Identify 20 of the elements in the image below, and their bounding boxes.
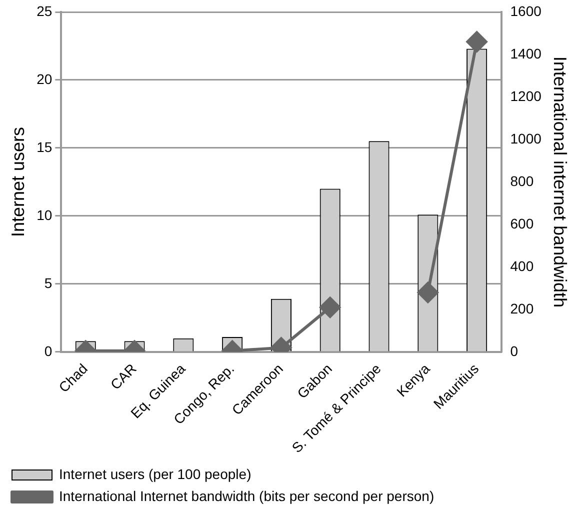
y2-tick-label: 1200 — [510, 88, 542, 104]
y2-tick-label: 600 — [510, 215, 534, 232]
y2-tick-label: 400 — [510, 258, 534, 274]
y2-tick-label: 0 — [510, 342, 518, 359]
y-tick-label: 20 — [36, 70, 52, 87]
y2-tick-label: 1000 — [510, 130, 542, 146]
y-tick-label: 10 — [36, 206, 52, 223]
y-tick-label: 15 — [36, 138, 52, 155]
legend-label: International Internet bandwidth (bits per second per person) — [59, 488, 434, 504]
y2-tick-label: 800 — [510, 172, 534, 189]
y-axis-title: Internet users — [8, 126, 28, 237]
y2-tick-label: 200 — [510, 300, 534, 316]
legend-label: Internet users (per 100 people) — [59, 466, 252, 482]
y2-axis-title: International internet bandwidth — [550, 56, 570, 308]
y-tick-label: 25 — [36, 2, 52, 19]
y-tick-label: 0 — [44, 342, 52, 359]
y2-tick-label: 1600 — [510, 2, 542, 19]
y-tick-label: 5 — [44, 274, 52, 291]
point — [466, 31, 488, 52]
y2-tick-label: 1400 — [510, 45, 542, 62]
